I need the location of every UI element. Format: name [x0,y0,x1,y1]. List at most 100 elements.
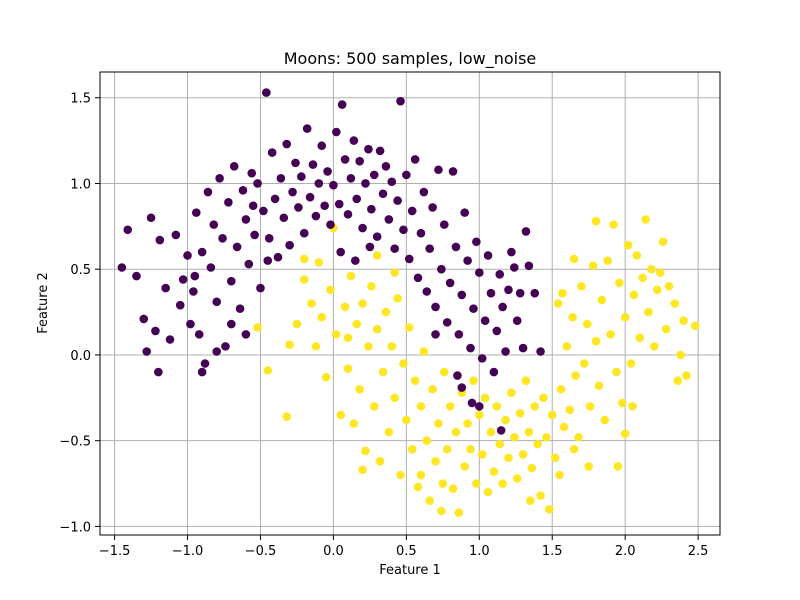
scatter-point-class-0 [469,304,478,313]
scatter-point-class-1 [492,402,502,411]
scatter-point-class-0 [206,263,216,272]
scatter-point-class-0 [320,201,329,211]
scatter-point-class-1 [632,251,642,260]
scatter-point-class-0 [467,398,477,408]
y-tick-label: 0.0 [70,349,91,364]
scatter-point-class-1 [569,254,579,264]
scatter-point-class-1 [358,465,367,475]
x-tick-label: −0.5 [245,544,277,559]
scatter-point-class-1 [466,444,475,454]
scatter-point-class-0 [191,208,201,217]
scatter-point-class-0 [515,288,525,298]
scatter-point-class-1 [609,220,618,229]
scatter-point-class-1 [530,402,540,411]
scatter-point-class-1 [661,324,671,334]
scatter-point-class-0 [369,170,379,180]
y-tick-label: −1.0 [59,520,91,535]
scatter-point-class-0 [232,242,242,252]
scatter-point-class-0 [530,288,540,298]
scatter-point-class-1 [332,330,341,339]
scatter-point-class-1 [617,398,627,408]
y-axis-label: Feature 2 [36,272,51,334]
scatter-point-class-0 [390,244,399,253]
scatter-point-class-0 [496,426,506,435]
scatter-point-class-1 [676,350,685,360]
scatter-point-class-0 [117,263,127,272]
scatter-point-class-0 [445,278,455,288]
scatter-point-class-1 [585,402,595,411]
scatter-point-class-1 [555,470,564,480]
scatter-point-class-0 [264,234,274,243]
scatter-point-class-0 [302,124,312,133]
scatter-point-class-1 [527,463,537,473]
scatter-point-class-1 [402,415,411,425]
scatter-point-class-0 [332,127,341,137]
scatter-point-class-0 [492,326,502,336]
scatter-point-class-0 [451,242,461,252]
scatter-point-class-1 [623,240,633,250]
scatter-point-class-1 [498,479,507,488]
scatter-point-class-0 [536,347,545,356]
scatter-point-class-0 [399,225,408,235]
scatter-point-class-0 [453,371,462,380]
scatter-point-class-0 [343,210,353,219]
scatter-point-class-0 [218,234,227,243]
scatter-point-class-0 [226,319,236,329]
scatter-point-class-0 [404,254,414,264]
scatter-point-class-1 [425,496,434,506]
scatter-point-class-1 [588,261,598,271]
scatter-point-class-0 [238,186,248,195]
scatter-point-class-1 [352,319,362,329]
scatter-point-class-1 [326,285,335,295]
scatter-point-class-1 [507,388,516,397]
scatter-point-class-0 [314,179,324,188]
scatter-point-class-0 [161,283,170,293]
scatter-point-class-1 [442,444,452,454]
scatter-point-class-1 [650,342,659,351]
scatter-point-class-1 [524,427,534,437]
scatter-point-class-1 [375,456,385,466]
scatter-point-class-1 [307,299,316,308]
ticks-layer: −1.5 −1.0 −0.5 0.0 0.5 1.0 1.5 2.0 2.5 −1.0 −0.5 0.… [59,92,708,559]
scatter-point-class-1 [451,427,461,437]
scatter-point-class-1 [562,342,572,351]
scatter-point-class-1 [321,372,331,382]
scatter-point-class-1 [477,450,487,459]
scatter-point-class-0 [288,187,297,197]
scatter-point-class-1 [510,432,519,442]
scatter-point-class-1 [542,432,551,442]
scatter-point-class-1 [620,429,630,439]
scatter-point-class-1 [641,215,650,224]
scatter-point-class-0 [291,158,300,168]
scatter-point-class-0 [212,297,222,307]
scatter-point-class-0 [262,88,271,97]
scatter-point-class-1 [620,312,630,322]
scatter-point-class-1 [399,359,408,368]
scatter-point-class-1 [299,275,309,284]
x-tick-label: 0.0 [323,544,344,559]
scatter-point-class-0 [457,383,467,392]
scatter-point-class-1 [367,282,376,291]
scatter-point-class-0 [273,252,283,262]
scatter-point-class-0 [305,192,315,202]
scatter-point-class-1 [460,462,470,471]
scatter-point-class-1 [416,402,426,411]
scatter-point-class-0 [425,244,434,253]
scatter-point-class-1 [314,258,324,267]
scatter-point-class-0 [495,270,505,279]
scatter-point-class-1 [574,432,583,442]
scatter-point-class-0 [311,211,321,221]
scatter-point-class-1 [445,402,455,411]
scatter-point-class-1 [539,393,548,403]
scatter-point-class-1 [469,376,478,385]
scatter-point-class-0 [244,259,254,269]
scatter-point-class-0 [372,232,382,241]
scatter-point-class-0 [346,174,356,183]
scatter-point-class-1 [317,312,327,322]
scatter-point-class-1 [439,367,449,377]
scatter-point-class-1 [263,366,273,375]
x-tick-label: −1.5 [99,544,131,559]
scatter-point-class-1 [670,299,680,308]
scatter-point-class-0 [250,230,259,240]
scatter-point-class-0 [267,148,277,157]
